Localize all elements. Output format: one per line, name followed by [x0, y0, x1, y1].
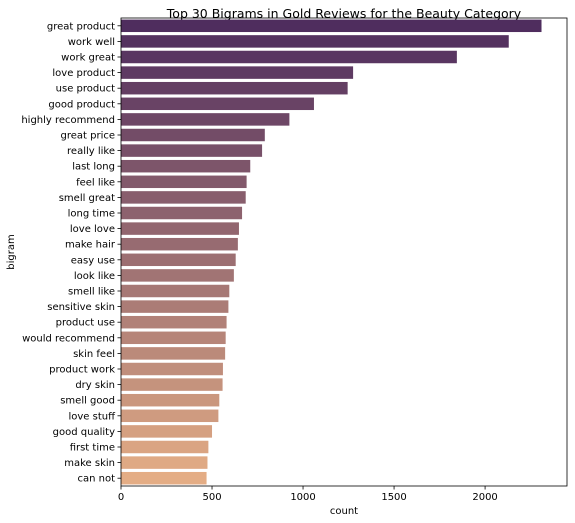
y-tick-label: product work	[49, 365, 115, 376]
bar-long-time	[121, 206, 243, 220]
y-tick-label: work well	[68, 37, 115, 48]
y-tick-label: can not	[77, 474, 115, 485]
y-tick-label: really like	[67, 146, 115, 157]
bar-product-work	[121, 362, 223, 376]
bar-dry-skin	[121, 378, 223, 391]
bar-good-quality	[121, 425, 213, 438]
y-tick-label: feel like	[76, 177, 115, 188]
x-axis-label: count	[330, 506, 358, 517]
y-tick-label: last long	[72, 162, 115, 173]
x-tick-label: 1500	[381, 492, 406, 503]
y-tick-label: highly recommend	[21, 115, 115, 126]
y-tick-label: love stuff	[68, 411, 116, 422]
bar-easy-use	[121, 253, 236, 267]
y-tick-label: good product	[48, 99, 115, 110]
y-tick-label: first time	[70, 443, 115, 454]
bar-make-hair	[121, 237, 238, 251]
y-tick-label: easy use	[71, 255, 115, 266]
bar-skin-feel	[121, 347, 226, 360]
x-tick-label: 500	[202, 492, 221, 503]
bar-love-love	[121, 222, 239, 235]
x-ticks: 0 500 1000 1500 2000	[118, 486, 498, 503]
bar-use-product	[121, 81, 348, 95]
y-tick-label: dry skin	[75, 380, 115, 391]
x-tick-label: 2000	[472, 492, 497, 503]
y-tick-label: long time	[68, 209, 115, 220]
bar-look-like	[121, 269, 234, 282]
bar-sensitive-skin	[121, 300, 229, 313]
y-tick-label: love love	[70, 224, 115, 235]
y-tick-label: make hair	[65, 240, 116, 251]
bar-make-skin	[121, 456, 208, 469]
bar-last-long	[121, 159, 251, 173]
bar-work-great	[121, 50, 457, 64]
bars-group	[121, 19, 542, 485]
y-tick-label: make skin	[64, 458, 115, 469]
plot-frame	[120, 17, 568, 487]
bar-work-well	[121, 35, 509, 48]
bar-highly-recommend	[121, 113, 290, 126]
bar-good-product	[121, 97, 314, 111]
bar-product-use	[121, 315, 227, 329]
bar-smell-like	[121, 284, 230, 298]
bar-feel-like	[121, 175, 247, 189]
x-tick-label: 1000	[290, 492, 315, 503]
y-tick-label: product use	[56, 318, 115, 329]
y-tick-label: love product	[52, 68, 115, 79]
y-axis-label: bigram	[6, 234, 17, 269]
y-tick-label: use product	[56, 84, 115, 95]
bar-great-price	[121, 128, 265, 142]
bar-would-recommend	[121, 331, 226, 345]
y-tick-label: smell like	[68, 287, 115, 298]
bar-smell-good	[121, 393, 220, 407]
bar-first-time	[121, 440, 209, 454]
bar-love-stuff	[121, 409, 219, 423]
chart-title: Top 30 Bigrams in Gold Reviews for the B…	[166, 6, 522, 21]
y-tick-label: would recommend	[22, 333, 115, 344]
y-tick-labels: great product work well work great love pro…	[21, 21, 121, 485]
bar-really-like	[121, 144, 263, 157]
y-tick-label: sensitive skin	[47, 302, 115, 313]
y-tick-label: smell great	[59, 193, 115, 204]
y-tick-label: work great	[61, 53, 115, 64]
y-tick-label: good quality	[53, 427, 115, 438]
y-tick-label: great price	[60, 131, 115, 142]
y-tick-label: smell good	[60, 396, 115, 407]
y-tick-label: skin feel	[73, 349, 115, 360]
y-tick-label: great product	[47, 21, 115, 32]
y-tick-label: look like	[74, 271, 115, 282]
bar-great-product	[121, 19, 542, 33]
bar-smell-great	[121, 191, 246, 204]
bar-love-product	[121, 66, 354, 79]
bar-can-not	[121, 471, 207, 485]
x-tick-label: 0	[118, 492, 124, 503]
